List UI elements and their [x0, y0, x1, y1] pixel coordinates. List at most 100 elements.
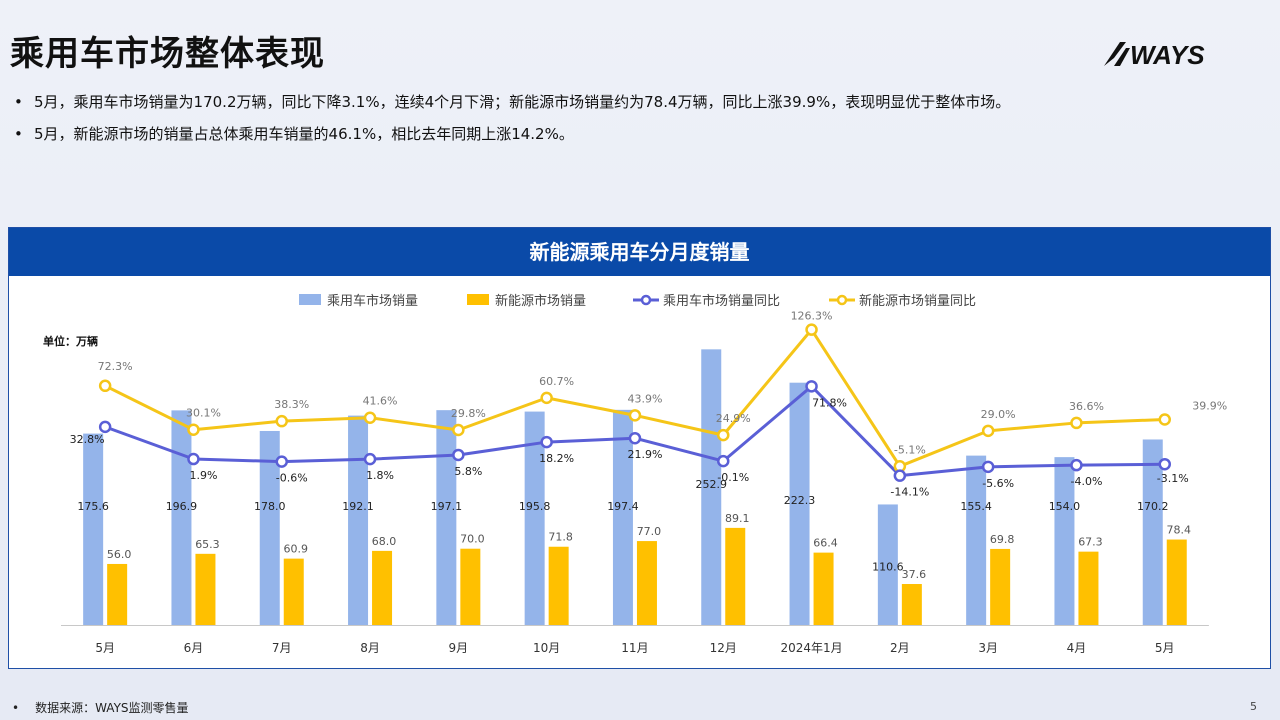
nev-yoy-point-6: [540, 391, 553, 405]
bar-total-value-10: 110.6: [872, 560, 904, 573]
bar-nev-value-5: 70.0: [460, 533, 485, 546]
total-yoy-value-7: 21.9%: [627, 448, 662, 461]
nev-yoy-value-6: 60.7%: [539, 375, 574, 388]
bar-total-value-4: 192.1: [342, 500, 374, 513]
bar-nev-value-12: 67.3: [1078, 536, 1103, 549]
total-yoy-value-10: -14.1%: [890, 486, 929, 499]
bar-total-value-12: 154.0: [1049, 500, 1081, 513]
nev-yoy-point-13: [1158, 413, 1171, 426]
bar-total-9: [789, 382, 810, 625]
bar-total-8: [701, 349, 722, 625]
total-yoy-value-12: -4.0%: [1070, 475, 1102, 488]
total-yoy-point-13: [1158, 457, 1171, 471]
nev-yoy-value-9: 126.3%: [791, 310, 833, 323]
logo-text: WAYS: [1130, 40, 1205, 70]
nev-yoy-point-7: [628, 409, 642, 422]
x-tick-label-6: 10月: [533, 641, 560, 655]
total-yoy-value-11: -5.6%: [982, 477, 1014, 490]
total-yoy-value-8: -0.1%: [717, 471, 749, 484]
bar-total-3: [259, 430, 280, 625]
bar-nev-10: [901, 584, 922, 625]
bar-total-12: [1054, 457, 1075, 625]
nev-yoy-value-2: 30.1%: [186, 407, 221, 420]
bar-total-6: [524, 411, 545, 625]
nev-yoy-point-1: [98, 379, 112, 393]
x-tick-label-2: 6月: [184, 641, 204, 655]
bar-nev-value-1: 56.0: [107, 548, 132, 561]
summary-bullet-1: 5月，乘用车市场销量为170.2万辆，同比下降3.1%，连续4个月下滑；新能源市…: [12, 92, 1272, 112]
nev-yoy-point-3: [275, 414, 288, 428]
bar-nev-1: [107, 563, 128, 625]
total-yoy-value-1: 32.8%: [70, 433, 105, 446]
bar-nev-3: [283, 558, 304, 625]
total-yoy-point-12: [1070, 458, 1083, 472]
legend-label-3: 乘用车市场销量同比: [663, 293, 780, 309]
unit-label: 单位：万辆: [43, 334, 98, 348]
bar-nev-value-11: 69.8: [990, 533, 1015, 546]
bar-total-value-11: 155.4: [960, 500, 992, 513]
total-yoy-point-6: [540, 435, 553, 449]
nev-yoy-value-11: 29.0%: [981, 408, 1016, 421]
bar-nev-value-4: 68.0: [372, 535, 397, 548]
nev-yoy-point-12: [1070, 416, 1083, 430]
nev-yoy-value-3: 38.3%: [274, 398, 309, 411]
total-yoy-point-7: [628, 431, 642, 445]
x-tick-label-12: 4月: [1067, 641, 1087, 655]
bar-total-value-8: 252.9: [696, 478, 728, 491]
bar-total-1: [83, 433, 104, 625]
x-tick-label-5: 9月: [449, 641, 469, 655]
bar-total-value-3: 178.0: [254, 500, 286, 513]
x-tick-label-3: 7月: [272, 641, 292, 655]
total-yoy-point-1: [98, 420, 112, 434]
bar-total-4: [348, 415, 369, 625]
bar-total-value-6: 195.8: [519, 500, 551, 513]
bar-nev-9: [813, 552, 834, 625]
bar-nev-value-13: 78.4: [1167, 524, 1192, 537]
summary-bullets: 5月，乘用车市场销量为170.2万辆，同比下降3.1%，连续4个月下滑；新能源市…: [12, 92, 1272, 156]
legend-label-2: 新能源市场销量: [495, 293, 586, 309]
bar-nev-13: [1166, 539, 1187, 625]
bar-nev-value-6: 71.8: [548, 531, 573, 544]
nev-yoy-value-5: 29.8%: [451, 407, 486, 420]
x-tick-label-7: 11月: [621, 641, 648, 655]
legend-marker-3: [640, 294, 652, 306]
total-yoy-point-5: [452, 448, 465, 462]
x-tick-label-4: 8月: [360, 641, 380, 655]
nev-yoy-point-9: [805, 323, 818, 336]
nev-yoy-value-13: 39.9%: [1192, 400, 1227, 413]
total-yoy-value-5: 5.8%: [454, 465, 482, 478]
page-number: 5: [1250, 700, 1257, 713]
bar-nev-2: [195, 553, 216, 625]
nev-yoy-point-4: [363, 411, 377, 424]
bar-nev-5: [460, 548, 481, 625]
total-yoy-point-4: [363, 452, 377, 466]
nev-yoy-point-11: [981, 424, 995, 438]
total-yoy-point-3: [275, 455, 288, 468]
nev-yoy-point-5: [452, 423, 465, 437]
bar-nev-value-3: 60.9: [284, 543, 309, 556]
legend-marker-4: [836, 294, 848, 306]
total-yoy-point-9: [805, 380, 818, 393]
total-yoy-value-9: 71.8%: [812, 396, 847, 409]
bar-total-value-13: 170.2: [1137, 500, 1169, 513]
x-tick-label-8: 12月: [710, 641, 737, 655]
total-yoy-value-2: 1.9%: [189, 469, 217, 482]
bar-nev-value-8: 89.1: [725, 512, 750, 525]
summary-bullet-2: 5月，新能源市场的销量占总体乘用车销量的46.1%，相比去年同期上涨14.2%。: [12, 124, 1272, 144]
nev-yoy-point-8: [717, 428, 730, 442]
total-yoy-value-4: 1.8%: [366, 469, 394, 482]
chart-title: 新能源乘用车分月度销量: [9, 228, 1270, 276]
bar-total-value-7: 197.4: [607, 500, 639, 513]
bar-nev-7: [636, 541, 657, 625]
total-yoy-value-13: -3.1%: [1157, 472, 1189, 485]
bar-nev-11: [990, 548, 1011, 625]
total-yoy-value-3: -0.6%: [276, 472, 308, 485]
bar-total-value-5: 197.1: [431, 500, 463, 513]
nev-yoy-value-1: 72.3%: [98, 360, 133, 373]
bar-total-5: [436, 410, 457, 625]
nev-yoy-value-12: 36.6%: [1069, 400, 1104, 413]
bar-total-13: [1142, 439, 1163, 625]
nev-yoy-value-8: 24.9%: [716, 412, 751, 425]
source-note: • 数据来源：WAYS监测零售量: [12, 701, 189, 715]
